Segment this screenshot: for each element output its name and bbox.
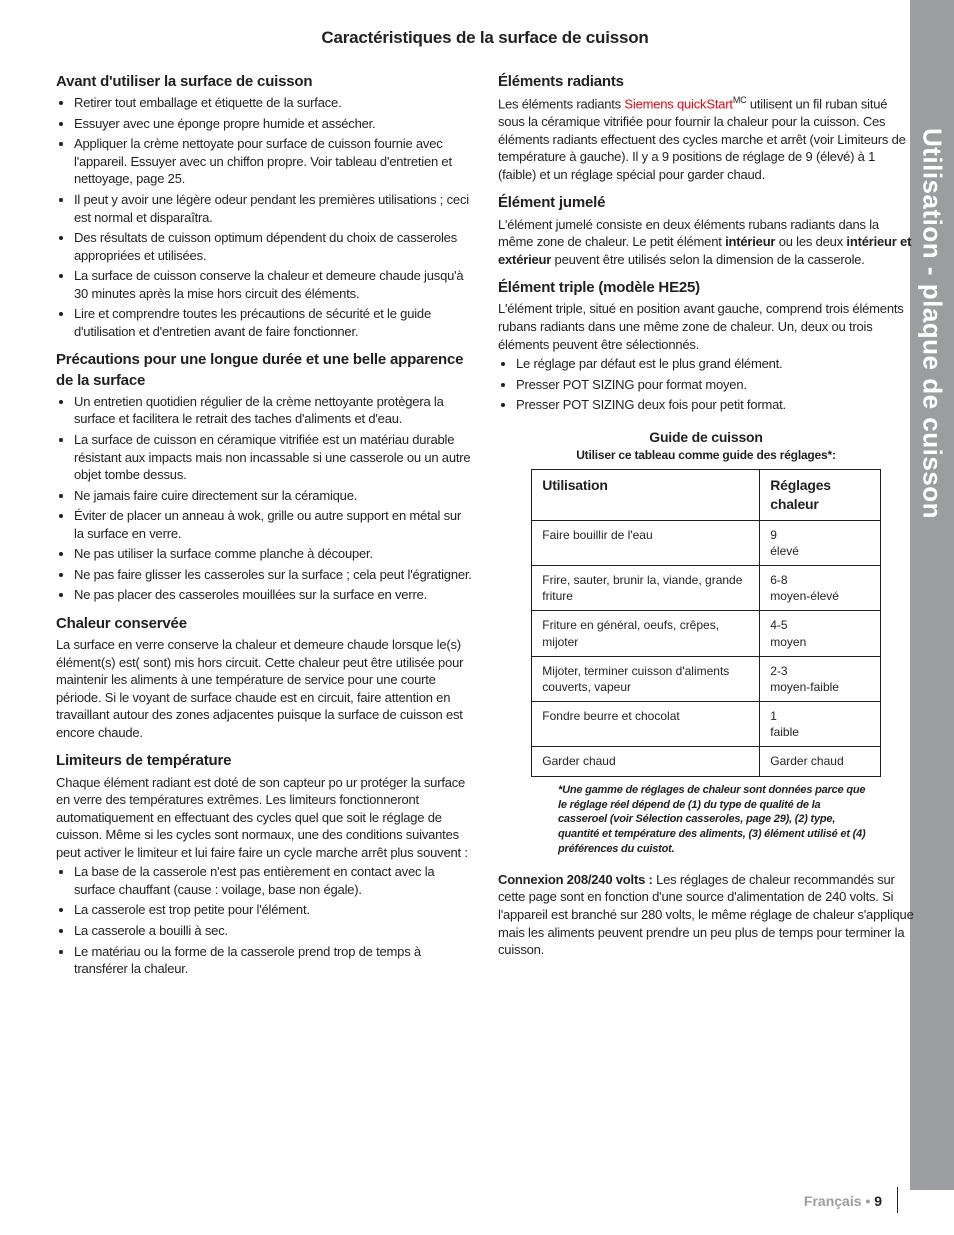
list-item: Éviter de placer un anneau à wok, grille…: [74, 507, 472, 542]
left-column: Avant d'utiliser la surface de cuisson R…: [56, 62, 472, 984]
table-cell: 6-8moyen-élevé: [760, 565, 880, 610]
list-item: La base de la casserole n'est pas entièr…: [74, 863, 472, 898]
list-item: Ne pas faire glisser les casseroles sur …: [74, 566, 472, 584]
table-header: Utilisation: [532, 469, 760, 520]
text: ou les deux: [775, 234, 846, 249]
list-item: Des résultats de cuisson optimum dépende…: [74, 229, 472, 264]
table-row: Friture en général, oeufs, crêpes, mijot…: [532, 611, 880, 656]
list-item: La casserole a bouilli à sec.: [74, 922, 472, 940]
list-item: Lire et comprendre toutes les précaution…: [74, 305, 472, 340]
heading: Avant d'utiliser la surface de cuisson: [56, 72, 472, 92]
list-item: Presser POT SIZING pour format moyen.: [516, 376, 914, 394]
table-cell: Garder chaud: [532, 747, 760, 776]
list-item: Ne pas utiliser la surface comme planche…: [74, 545, 472, 563]
text: peuvent être utilisés selon la dimension…: [551, 252, 865, 267]
list-item: Retirer tout emballage et étiquette de l…: [74, 94, 472, 112]
main-title: Caractéristiques de la surface de cuisso…: [56, 28, 914, 48]
heading: Élément jumelé: [498, 193, 914, 213]
list-item: Le réglage par défaut est le plus grand …: [516, 355, 914, 373]
right-column: Éléments radiants Les éléments radiants …: [498, 62, 914, 984]
list-item: Il peut y avoir une légère odeur pendant…: [74, 191, 472, 226]
bullet-list: Retirer tout emballage et étiquette de l…: [56, 94, 472, 340]
paragraph: La surface en verre conserve la chaleur …: [56, 636, 472, 741]
cooking-guide-table: Utilisation Réglages chaleur Faire bouil…: [531, 469, 880, 777]
page-footer: Français • 9: [804, 1193, 882, 1209]
bold-text: Connexion 208/240 volts :: [498, 872, 656, 887]
list-item: La surface de cuisson conserve la chaleu…: [74, 267, 472, 302]
table-cell: 2-3moyen-faible: [760, 656, 880, 701]
table-footnote: *Une gamme de réglages de chaleur sont d…: [498, 783, 914, 857]
table-cell: Frire, sauter, brunir la, viande, grande…: [532, 565, 760, 610]
heading: Éléments radiants: [498, 72, 914, 92]
footer-page-number: 9: [874, 1193, 882, 1209]
paragraph: L'élément triple, situé en position avan…: [498, 300, 914, 353]
heading: Élément triple (modèle HE25): [498, 278, 914, 298]
list-item: Un entretien quotidien régulier de la cr…: [74, 393, 472, 428]
table-header: Réglages chaleur: [760, 469, 880, 520]
bullet-list: Le réglage par défaut est le plus grand …: [498, 355, 914, 414]
bullet-list: Un entretien quotidien régulier de la cr…: [56, 393, 472, 604]
table-cell: Mijoter, terminer cuisson d'aliments cou…: [532, 656, 760, 701]
paragraph: L'élément jumelé consiste en deux élémen…: [498, 216, 914, 269]
list-item: Ne jamais faire cuire directement sur la…: [74, 487, 472, 505]
heading: Chaleur conservée: [56, 614, 472, 634]
table-row: Fondre beurre et chocolat1faible: [532, 702, 880, 747]
table-cell: Friture en général, oeufs, crêpes, mijot…: [532, 611, 760, 656]
table-row: Mijoter, terminer cuisson d'aliments cou…: [532, 656, 880, 701]
bold-text: intérieur: [725, 234, 775, 249]
footer-language: Français •: [804, 1193, 874, 1209]
paragraph: Chaque élément radiant est doté de son c…: [56, 774, 472, 862]
table-cell: Garder chaud: [760, 747, 880, 776]
table-cell: 4-5moyen: [760, 611, 880, 656]
table-row: Frire, sauter, brunir la, viande, grande…: [532, 565, 880, 610]
text: Les éléments radiants: [498, 97, 624, 112]
paragraph: Connexion 208/240 volts : Les réglages d…: [498, 871, 914, 959]
table-cell: 1faible: [760, 702, 880, 747]
list-item: Presser POT SIZING deux fois pour petit …: [516, 396, 914, 414]
trademark: MC: [733, 95, 747, 105]
heading: Précautions pour une longue durée et une…: [56, 350, 472, 391]
brand-text: Siemens quickStart: [624, 97, 732, 112]
list-item: La surface de cuisson en céramique vitri…: [74, 431, 472, 484]
heading: Limiteurs de température: [56, 751, 472, 771]
guide-subtitle: Utiliser ce tableau comme guide des régl…: [498, 447, 914, 463]
list-item: Ne pas placer des casseroles mouillées s…: [74, 586, 472, 604]
table-header-row: Utilisation Réglages chaleur: [532, 469, 880, 520]
list-item: Appliquer la crème nettoyate pour surfac…: [74, 135, 472, 188]
list-item: La casserole est trop petite pour l'élém…: [74, 901, 472, 919]
list-item: Essuyer avec une éponge propre humide et…: [74, 115, 472, 133]
guide-title: Guide de cuisson: [498, 428, 914, 447]
table-row: Faire bouillir de l'eau9élevé: [532, 520, 880, 565]
table-cell: Faire bouillir de l'eau: [532, 520, 760, 565]
page-content: Caractéristiques de la surface de cuisso…: [0, 0, 954, 1188]
table-cell: Fondre beurre et chocolat: [532, 702, 760, 747]
table-row: Garder chaudGarder chaud: [532, 747, 880, 776]
columns: Avant d'utiliser la surface de cuisson R…: [56, 62, 914, 984]
footer-rule: [897, 1187, 898, 1213]
paragraph: Les éléments radiants Siemens quickStart…: [498, 94, 914, 183]
list-item: Le matériau ou la forme de la casserole …: [74, 943, 472, 978]
table-cell: 9élevé: [760, 520, 880, 565]
bullet-list: La base de la casserole n'est pas entièr…: [56, 863, 472, 977]
